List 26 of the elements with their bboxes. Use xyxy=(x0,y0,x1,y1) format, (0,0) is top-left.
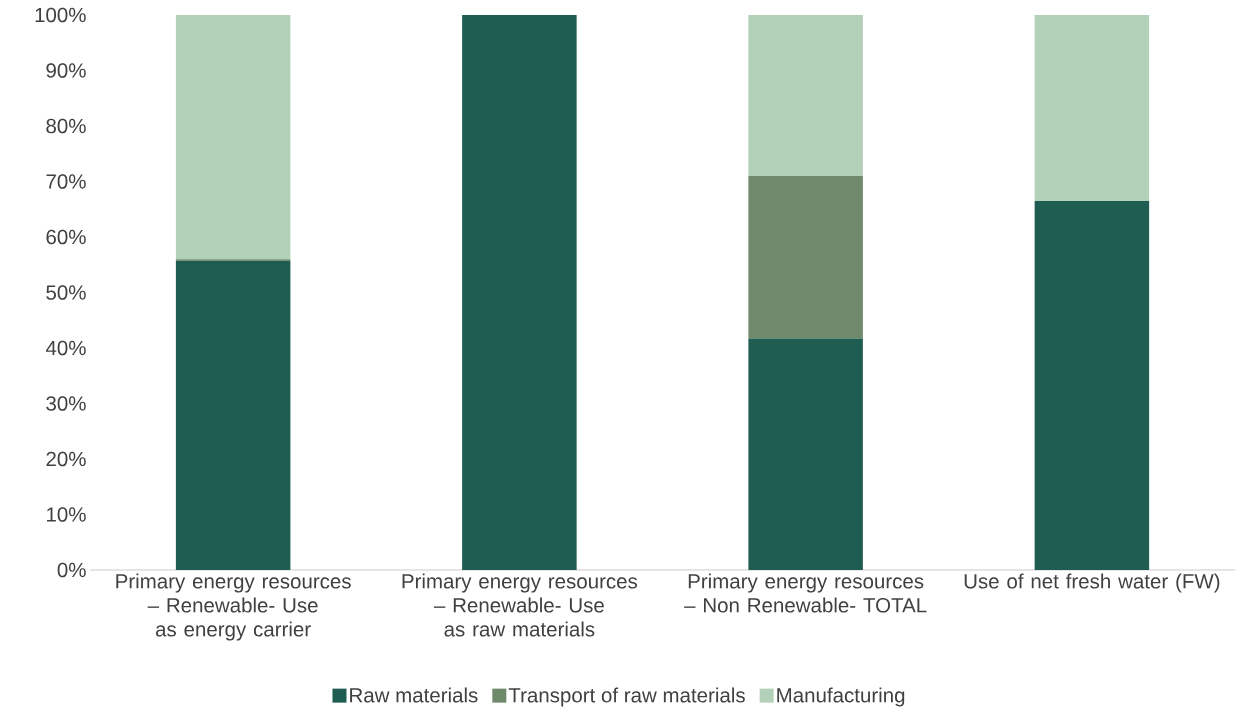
y-tick-label: 10% xyxy=(47,507,86,522)
y-tick-label: 90% xyxy=(46,63,86,78)
y-tick-label: 30% xyxy=(46,396,86,411)
x-tick-label: Use of net fresh water (FW) xyxy=(964,573,1220,593)
x-tick-label: Primary energy resources – Renewable- Use as energy carrier xyxy=(116,573,351,641)
bar xyxy=(175,14,291,260)
y-tick-label: 0% xyxy=(57,562,86,578)
bar xyxy=(748,14,863,176)
x-tick-label: Primary energy resources – Non Renewable- TOTAL xyxy=(684,573,927,613)
y-tick-label: 40% xyxy=(45,340,86,356)
x-tick-label: Primary energy resources – Renewable- Use as raw materials xyxy=(402,573,638,637)
legend-label: Manufacturing xyxy=(777,687,905,707)
y-tick-label: 50% xyxy=(46,285,86,300)
bar xyxy=(175,260,291,570)
bar xyxy=(1034,200,1150,570)
bar xyxy=(748,175,863,339)
bar xyxy=(748,338,863,570)
legend-label: Transport of raw materials xyxy=(508,687,745,707)
legend-label: Raw materials xyxy=(350,687,478,703)
y-tick-label: 80% xyxy=(46,118,86,134)
y-tick-label: 70% xyxy=(46,174,86,189)
bar xyxy=(1034,14,1150,201)
y-tick-label: 60% xyxy=(46,229,86,245)
y-tick-label: 100% xyxy=(35,7,86,23)
bar xyxy=(462,14,577,570)
y-tick-label: 20% xyxy=(46,451,86,467)
